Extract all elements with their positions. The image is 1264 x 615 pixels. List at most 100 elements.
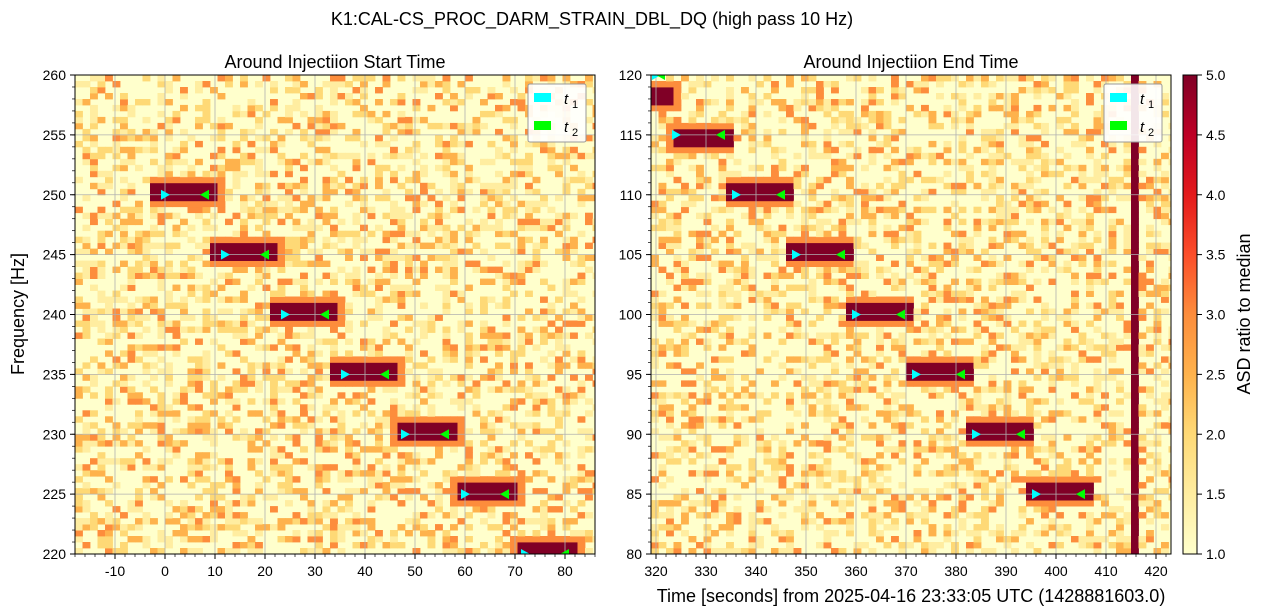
- colorbar-tick-label: 3.5: [1206, 247, 1226, 263]
- y-tick-label: 230: [43, 426, 67, 442]
- legend-t2-swatch: [1110, 121, 1127, 130]
- panel-start: Around Injectiion Start Time -10 0 10 20 30 4…: [8, 52, 596, 579]
- legend-t1-sub: 1: [572, 99, 578, 111]
- x-tick-label: 50: [407, 563, 423, 579]
- x-tick-label: 40: [357, 563, 373, 579]
- figure-suptitle: K1:CAL-CS_PROC_DARM_STRAIN_DBL_DQ (high …: [331, 9, 853, 30]
- t1-marker: [401, 429, 410, 440]
- y-tick-label: 255: [43, 127, 67, 143]
- x-tick-label: 30: [307, 563, 323, 579]
- legend-t1-label: t: [1140, 91, 1145, 108]
- heatmap-end: [651, 75, 1171, 554]
- colorbar-tick-label: 1.5: [1206, 486, 1226, 502]
- y-tick-label: 100: [619, 307, 643, 323]
- x-tick-label: 390: [994, 563, 1018, 579]
- t1-marker: [1032, 489, 1041, 500]
- x-tick-label: 350: [794, 563, 818, 579]
- t2-marker: [836, 249, 845, 260]
- y-ticks-start: 220 225 230 235 240 245 250 255 260: [43, 67, 75, 562]
- t1-marker: [221, 249, 230, 260]
- x-tick-label: 80: [557, 563, 573, 579]
- t2-marker: [320, 309, 329, 320]
- x-tick-label: 330: [694, 563, 718, 579]
- y-tick-label: 240: [43, 307, 67, 323]
- x-axis-label: Time [seconds] from 2025-04-16 23:33:05 …: [657, 586, 1166, 606]
- grid-start: [75, 75, 595, 554]
- panel-end: Around Injectiion End Time 320 330 340 350 3…: [619, 52, 1172, 606]
- legend-end: t 1 t 2: [1103, 83, 1163, 143]
- y-tick-label: 110: [620, 187, 643, 203]
- colorbar-gradient: [1182, 74, 1198, 555]
- t2-marker: [500, 489, 509, 500]
- t2-marker: [380, 369, 389, 380]
- x-tick-label: 420: [1144, 563, 1168, 579]
- x-tick-label: 410: [1094, 563, 1118, 579]
- y-tick-label: 245: [43, 247, 67, 263]
- heatmap-start: [75, 75, 595, 554]
- y-tick-label: 235: [43, 366, 67, 382]
- x-tick-label: -10: [105, 563, 125, 579]
- t1-marker: [461, 489, 470, 500]
- x-tick-label: 400: [1044, 563, 1068, 579]
- x-tick-label: 20: [257, 563, 273, 579]
- colorbar-tick-label: 4.0: [1206, 187, 1226, 203]
- t2-marker: [260, 249, 269, 260]
- x-ticks-end: 320 330 340 350 360 370 380 390 400 410 420: [644, 554, 1168, 579]
- legend-t1-sub: 1: [1148, 99, 1154, 111]
- t2-marker: [1076, 489, 1085, 500]
- x-tick-label: 370: [894, 563, 918, 579]
- t2-marker: [440, 429, 449, 440]
- y-tick-label: 220: [43, 546, 67, 562]
- t2-marker: [776, 189, 785, 200]
- t2-marker: [656, 75, 665, 80]
- panel-start-title: Around Injectiion Start Time: [224, 52, 445, 72]
- x-tick-label: 320: [644, 563, 668, 579]
- x-tick-label: 70: [507, 563, 523, 579]
- t2-marker: [1016, 429, 1025, 440]
- colorbar-tick-label: 3.0: [1206, 307, 1226, 323]
- x-ticks-start: -10 0 10 20 30 40 50 60 70 80: [74, 554, 596, 579]
- legend-start: t 1 t 2: [527, 83, 587, 143]
- colorbar-tick-label: 2.0: [1206, 426, 1226, 442]
- colorbar-label: ASD ratio to median: [1234, 233, 1254, 394]
- colorbar-tick-label: 1.0: [1206, 546, 1226, 562]
- colorbar-tick-label: 5.0: [1206, 67, 1226, 83]
- markers-end: [652, 75, 1085, 500]
- x-tick-label: 60: [457, 563, 473, 579]
- y-tick-label: 95: [626, 366, 642, 382]
- y-tick-label: 120: [619, 67, 643, 83]
- t2-marker: [896, 309, 905, 320]
- t1-marker: [912, 369, 921, 380]
- legend-t2-sub: 2: [572, 127, 578, 139]
- y-tick-label: 80: [626, 546, 642, 562]
- x-tick-label: 340: [744, 563, 768, 579]
- colorbar-tick-label: 2.5: [1206, 366, 1226, 382]
- x-tick-label: 380: [944, 563, 968, 579]
- x-tick-label: 0: [161, 563, 169, 579]
- panel-end-title: Around Injectiion End Time: [803, 52, 1018, 72]
- legend-t2-sub: 2: [1148, 127, 1154, 139]
- y-ticks-end: 80 85 90 95 100 105 110 115 120: [619, 67, 651, 562]
- legend-t1-label: t: [564, 91, 569, 108]
- t2-marker: [200, 189, 209, 200]
- t1-marker: [281, 309, 290, 320]
- t1-marker: [792, 249, 801, 260]
- colorbar-tick-label: 4.5: [1206, 127, 1226, 143]
- t2-marker: [716, 129, 725, 140]
- legend-t2-swatch: [534, 121, 551, 130]
- colorbar-ticks: 1.0 1.5 2.0 2.5 3.0 3.5 4.0 4.5 5.0: [1197, 67, 1226, 562]
- colorbar: 1.0 1.5 2.0 2.5 3.0 3.5 4.0 4.5 5.0 ASD ratio to…: [1182, 67, 1254, 562]
- t2-marker: [956, 369, 965, 380]
- t1-marker: [972, 429, 981, 440]
- t1-marker: [732, 189, 741, 200]
- t1-marker: [521, 549, 530, 554]
- y-tick-label: 250: [43, 187, 67, 203]
- y-tick-label: 105: [619, 247, 643, 263]
- t2-marker: [560, 549, 569, 554]
- t1-marker: [161, 189, 170, 200]
- y-tick-label: 90: [626, 426, 642, 442]
- t1-marker: [672, 129, 681, 140]
- grid-end: [651, 75, 1171, 554]
- y-tick-label: 115: [620, 127, 643, 143]
